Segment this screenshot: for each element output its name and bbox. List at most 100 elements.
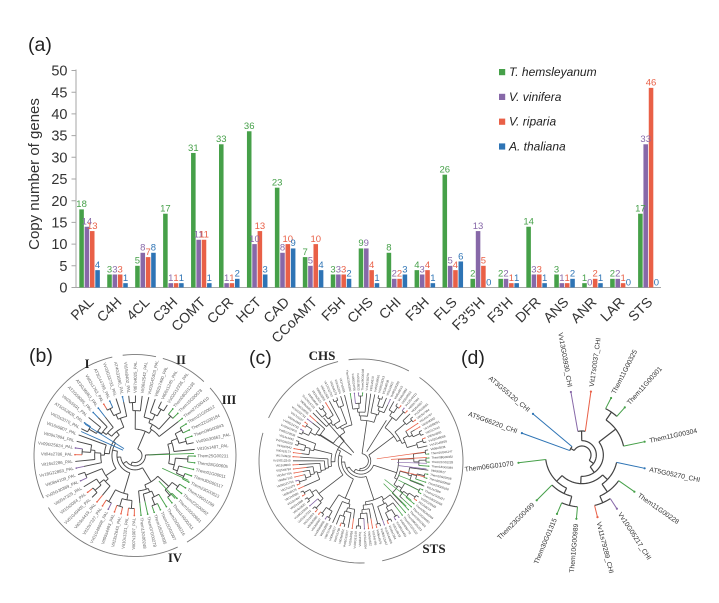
- svg-text:13: 13: [255, 221, 266, 232]
- svg-text:Vit02s2890: Vit02s2890: [319, 522, 330, 537]
- svg-text:15: 15: [51, 216, 67, 232]
- svg-text:2: 2: [397, 269, 402, 280]
- svg-text:Vit16s2286_PAL: Vit16s2286_PAL: [41, 459, 74, 467]
- svg-text:0: 0: [626, 277, 631, 288]
- svg-text:Vit11s2922: Vit11s2922: [385, 381, 394, 396]
- svg-text:STS: STS: [422, 541, 445, 556]
- svg-text:Vit14s1442: Vit14s1442: [279, 433, 295, 441]
- svg-text:2: 2: [346, 269, 351, 280]
- svg-text:CHS: CHS: [309, 348, 336, 363]
- svg-text:3: 3: [341, 264, 346, 275]
- svg-text:20: 20: [51, 194, 67, 210]
- svg-text:Them28G00448: Them28G00448: [360, 368, 364, 390]
- svg-text:0: 0: [654, 277, 659, 288]
- svg-text:0: 0: [486, 277, 491, 288]
- svg-text:1: 1: [430, 273, 435, 284]
- svg-text:8: 8: [386, 243, 391, 254]
- svg-text:Vit13s8800: Vit13s8800: [276, 463, 291, 468]
- svg-text:25: 25: [51, 172, 67, 188]
- svg-text:Vv19G12240: Vv19G12240: [273, 459, 291, 463]
- svg-text:Them25G00231: Them25G00231: [197, 453, 229, 458]
- svg-text:1: 1: [559, 273, 564, 284]
- svg-text:1: 1: [582, 273, 587, 284]
- svg-text:1: 1: [542, 273, 547, 284]
- svg-text:A. thaliana: A. thaliana: [508, 139, 566, 153]
- svg-text:1: 1: [514, 273, 519, 284]
- svg-text:Vit13s5766: Vit13s5766: [371, 530, 378, 546]
- svg-text:1: 1: [598, 273, 603, 284]
- svg-text:30: 30: [51, 150, 67, 166]
- svg-text:3: 3: [330, 264, 335, 275]
- svg-text:Vit07s7440: Vit07s7440: [323, 524, 333, 540]
- svg-text:1: 1: [173, 273, 178, 284]
- svg-text:Vit08s7143: Vit08s7143: [277, 475, 293, 482]
- svg-text:7: 7: [302, 247, 307, 258]
- svg-text:3: 3: [107, 264, 112, 275]
- svg-text:IV: IV: [168, 551, 182, 565]
- svg-text:3: 3: [112, 264, 117, 275]
- svg-text:Them10G00258: Them10G00258: [430, 473, 452, 481]
- svg-text:Vit07s1769: Vit07s1769: [333, 527, 341, 543]
- svg-text:4: 4: [414, 260, 419, 271]
- svg-text:AT4G31690_PAL: AT4G31690_PAL: [113, 361, 125, 395]
- svg-text:8: 8: [140, 243, 145, 254]
- svg-text:Them08G00352: Them08G00352: [431, 455, 453, 460]
- svg-text:Vit10s1321_PAL: Vit10s1321_PAL: [121, 517, 130, 550]
- svg-text:Vit13s9179: Vit13s9179: [329, 380, 338, 396]
- svg-text:Vit03s9627: Vit03s9627: [431, 468, 447, 474]
- svg-text:Copy number of genes: Copy number of genes: [26, 98, 43, 250]
- svg-text:Vit17s3928: Vit17s3928: [276, 453, 292, 458]
- svg-text:3: 3: [263, 264, 268, 275]
- svg-text:Vit12s1586: Vit12s1586: [426, 485, 442, 494]
- svg-text:Them10G00989: Them10G00989: [569, 523, 580, 573]
- svg-text:Vit05s8375: Vit05s8375: [282, 487, 298, 497]
- svg-text:II: II: [176, 353, 186, 367]
- svg-text:Vv09G31754: Vv09G31754: [276, 479, 294, 488]
- svg-text:Vit06s4576: Vit06s4576: [375, 529, 382, 545]
- svg-text:Vv09G55280: Vv09G55280: [389, 380, 400, 398]
- svg-text:Vit10s7647: Vit10s7647: [287, 495, 302, 506]
- svg-text:(b): (b): [29, 345, 53, 367]
- svg-text:Vv10G44606: Vv10G44606: [384, 526, 394, 544]
- svg-text:3: 3: [554, 264, 559, 275]
- svg-text:Vv02G31149: Vv02G31149: [353, 531, 358, 549]
- svg-text:2: 2: [498, 269, 503, 280]
- svg-text:Vit01s6019: Vit01s6019: [391, 523, 402, 538]
- svg-text:Them23G00168: Them23G00168: [427, 481, 449, 492]
- svg-text:Vit06s5838: Vit06s5838: [430, 445, 446, 451]
- svg-text:45: 45: [51, 85, 67, 101]
- svg-text:V. vinifera: V. vinifera: [509, 90, 562, 104]
- svg-text:Them30G00560: Them30G00560: [429, 477, 451, 486]
- svg-text:10: 10: [283, 234, 294, 245]
- svg-text:13: 13: [87, 221, 98, 232]
- svg-text:1: 1: [509, 273, 514, 284]
- svg-text:Vit05s2632: Vit05s2632: [367, 531, 373, 547]
- svg-text:Them26G01147: Them26G01147: [431, 449, 453, 455]
- svg-text:Vit18s3058: Vit18s3058: [348, 530, 354, 546]
- svg-text:Them28G00605: Them28G00605: [197, 460, 229, 469]
- svg-text:1: 1: [374, 273, 379, 284]
- svg-text:Vv05G24756: Vv05G24756: [351, 373, 357, 391]
- svg-text:1: 1: [224, 273, 229, 284]
- svg-text:1: 1: [229, 273, 234, 284]
- svg-text:Vit16s8292: Vit16s8292: [421, 416, 436, 427]
- svg-text:6: 6: [458, 251, 463, 262]
- svg-text:Vv02G48068: Vv02G48068: [428, 434, 446, 443]
- svg-text:Vit06s2542_PAL: Vit06s2542_PAL: [140, 361, 149, 394]
- svg-text:36: 36: [244, 121, 255, 132]
- svg-text:26: 26: [440, 164, 451, 175]
- svg-text:5: 5: [447, 256, 452, 267]
- svg-text:14: 14: [523, 217, 534, 228]
- svg-text:Vit15s8402_PAL: Vit15s8402_PAL: [123, 362, 131, 395]
- svg-text:(d): (d): [461, 347, 485, 369]
- svg-text:Vit05s4893: Vit05s4893: [427, 430, 443, 439]
- svg-text:Vv15G48354: Vv15G48354: [363, 531, 368, 549]
- svg-text:2: 2: [392, 269, 397, 280]
- svg-text:Vit10s1668: Vit10s1668: [289, 499, 304, 511]
- svg-text:Vv17G11707: Vv17G11707: [323, 380, 334, 398]
- svg-text:46: 46: [646, 78, 657, 89]
- svg-text:33: 33: [640, 134, 651, 145]
- svg-text:V. riparia: V. riparia: [509, 115, 556, 129]
- svg-text:8: 8: [151, 243, 156, 254]
- svg-text:5: 5: [308, 256, 313, 267]
